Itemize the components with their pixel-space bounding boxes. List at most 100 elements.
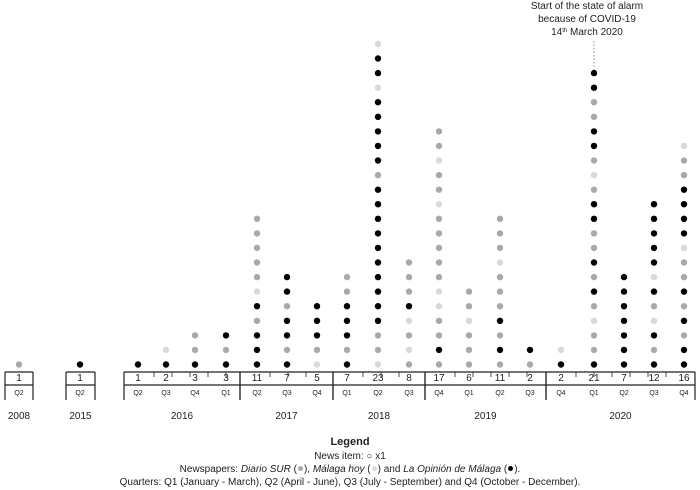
news-dot: [590, 332, 598, 339]
news-dot: [590, 361, 598, 368]
news-dot: [435, 186, 443, 193]
news-dot: [222, 361, 230, 368]
news-dot: [343, 332, 351, 339]
news-dot: [405, 259, 413, 266]
annotation-line-2: because of COVID-19: [538, 14, 636, 25]
year-label: 2018: [368, 411, 391, 422]
news-dot: [405, 361, 413, 368]
news-dot: [222, 346, 230, 354]
news-dot: [374, 215, 382, 222]
news-dot: [435, 288, 443, 295]
legend-dot-la-opinion: [508, 466, 514, 472]
news-dot: [526, 346, 534, 354]
news-dot: [191, 346, 199, 354]
news-dot: [435, 317, 443, 324]
legend-dot-diario-sur: [297, 466, 303, 472]
count-label: 12: [648, 373, 660, 384]
news-dot: [283, 346, 291, 354]
news-dot: [680, 142, 688, 150]
news-dot: [162, 361, 170, 368]
news-dot: [590, 142, 598, 150]
news-dot: [343, 288, 351, 295]
news-dot: [374, 361, 382, 368]
news-dot: [283, 303, 291, 310]
news-dot: [680, 273, 688, 281]
news-dot: [313, 332, 321, 339]
news-dot: [590, 259, 598, 266]
news-dot: [435, 201, 443, 208]
count-label: 5: [314, 373, 320, 384]
news-dot: [405, 332, 413, 339]
news-dot: [590, 215, 598, 222]
news-dot: [435, 128, 443, 135]
news-dot: [435, 361, 443, 368]
news-dot: [435, 244, 443, 252]
news-dot: [405, 288, 413, 295]
quarter-label: Q3: [161, 390, 170, 397]
year-label: 2008: [8, 411, 31, 422]
news-dot: [620, 273, 628, 281]
news-dot: [405, 346, 413, 354]
count-label: 7: [284, 373, 290, 384]
news-dot: [313, 317, 321, 324]
quarter-label: Q1: [221, 390, 230, 397]
news-dot: [343, 303, 351, 310]
news-dot: [590, 201, 598, 208]
news-dot: [650, 259, 658, 266]
news-dot: [620, 332, 628, 339]
year-label: 2020: [609, 411, 632, 422]
legend-newspapers-suffix: .: [517, 464, 521, 475]
news-dot: [162, 346, 170, 354]
news-dot: [435, 171, 443, 179]
news-dot: [496, 215, 504, 222]
news-dot: [496, 259, 504, 266]
news-dot: [191, 332, 199, 339]
quarter-label: Q4: [434, 390, 443, 397]
news-dot: [650, 244, 658, 252]
news-dot: [650, 332, 658, 339]
quarter-label: Q4: [556, 390, 565, 397]
news-dot: [590, 244, 598, 252]
news-dot: [496, 288, 504, 295]
news-dot: [680, 171, 688, 179]
news-dot: [650, 201, 658, 208]
quarter-label: Q2: [252, 390, 261, 397]
news-dot: [680, 244, 688, 252]
dot-layer: [15, 40, 688, 368]
news-dot: [435, 157, 443, 164]
count-label: 16: [678, 373, 690, 384]
quarter-label: Q4: [190, 390, 199, 397]
news-dot: [374, 171, 382, 179]
count-label: 17: [433, 373, 445, 384]
legend-paper-malaga-hoy: Málaga hoy: [312, 464, 365, 475]
news-dot: [374, 273, 382, 281]
news-dot: [590, 288, 598, 295]
news-dot: [496, 230, 504, 237]
news-dot: [590, 157, 598, 164]
count-label: 23: [372, 373, 384, 384]
news-dot: [620, 317, 628, 324]
legend-paper-diario-sur: Diario SUR: [240, 464, 291, 475]
news-dot: [283, 361, 291, 368]
news-dot: [435, 346, 443, 354]
news-dot: [590, 84, 598, 91]
news-dot: [526, 361, 534, 368]
quarter-label: Q2: [373, 390, 382, 397]
news-dot: [650, 317, 658, 324]
news-dot: [590, 303, 598, 310]
news-dot: [680, 230, 688, 237]
news-dot: [374, 40, 382, 48]
news-dot: [680, 259, 688, 266]
news-dot: [680, 346, 688, 354]
news-dot: [134, 361, 142, 368]
news-dot: [465, 332, 473, 339]
news-dot: [191, 361, 199, 368]
legend-news-item: News item: ○ x1: [314, 451, 386, 462]
count-label: 11: [495, 373, 506, 384]
news-dot: [374, 84, 382, 91]
news-dot: [465, 346, 473, 354]
quarter-label: Q4: [679, 390, 688, 397]
news-dot: [590, 128, 598, 135]
quarter-label: Q3: [404, 390, 413, 397]
news-dot: [680, 361, 688, 368]
